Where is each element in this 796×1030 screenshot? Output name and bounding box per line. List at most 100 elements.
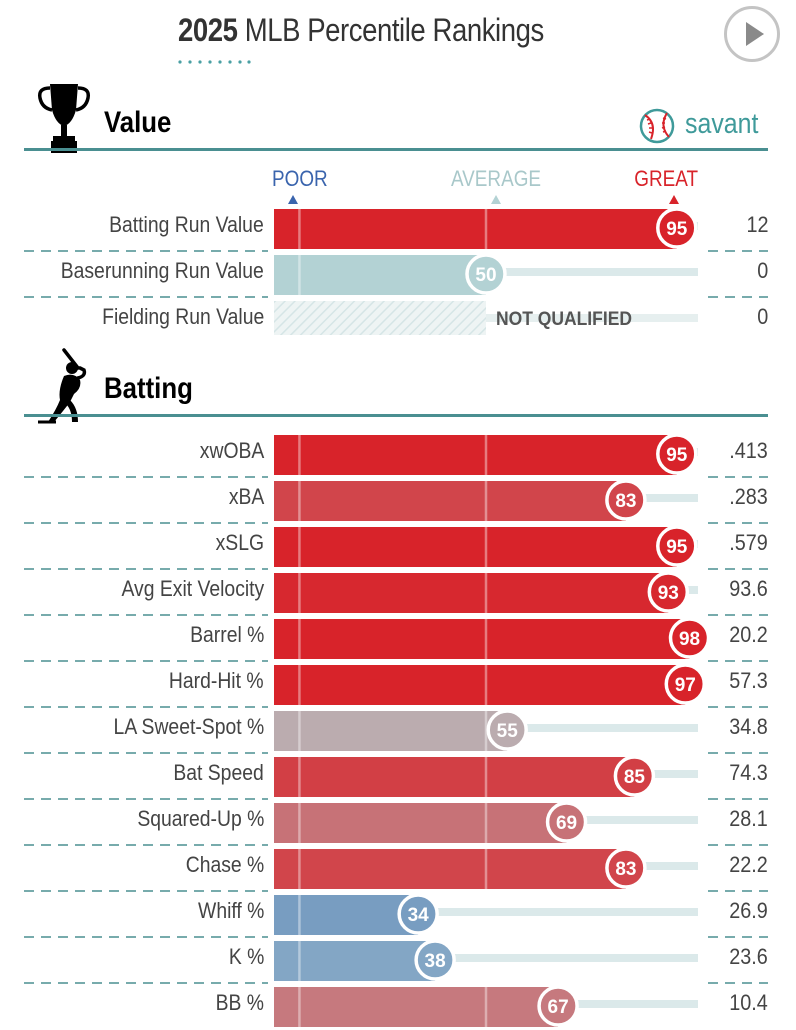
metric-label: K % — [228, 944, 264, 969]
metric-value: 74.3 — [729, 760, 768, 785]
percentile-bubble — [668, 617, 711, 659]
track-bar — [274, 954, 698, 962]
metric-bar-area: 55 — [24, 709, 768, 754]
percentile-bar — [274, 987, 559, 1027]
percentile-label: 95 — [666, 219, 688, 240]
metric-row-squared-up: 69 Squared-Up % 28.1 — [0, 800, 796, 846]
percentile-bar — [274, 803, 567, 843]
percentile-label: 85 — [624, 767, 646, 788]
percentile-bar — [274, 255, 486, 295]
not-qualified-label: NOT QUALIFIED — [496, 309, 632, 330]
scale-marker-great — [669, 195, 679, 204]
metric-label: xBA — [228, 484, 264, 509]
metric-row-batting-run-value: 95 Batting Run Value 12 — [0, 206, 796, 252]
metric-label: Batting Run Value — [109, 212, 264, 237]
title-dots — [178, 60, 251, 64]
metric-bar-area: 93 — [24, 571, 768, 616]
metric-row-la-sweet-spot: 55 LA Sweet-Spot % 34.8 — [0, 708, 796, 754]
metric-value: 0 — [756, 258, 768, 283]
percentile-bubble — [414, 939, 456, 981]
percentile-label: 69 — [556, 813, 577, 834]
metric-row-k: 38 K % 23.6 — [0, 938, 796, 984]
savant-wordmark: savant — [685, 108, 759, 140]
metric-value: 23.6 — [729, 944, 768, 969]
metric-bar-area: 67 — [274, 985, 698, 1027]
percentile-bar — [274, 527, 677, 567]
percentile-bar — [274, 849, 626, 889]
percentile-bubble — [465, 253, 507, 295]
percentile-bubble — [537, 985, 579, 1027]
metric-value: .579 — [729, 530, 768, 555]
metric-bar-area: 34 — [24, 893, 768, 938]
metric-label: Hard-Hit % — [169, 668, 264, 693]
scale-markers — [288, 195, 679, 204]
metric-row-baserunning-run-value: 50 Baserunning Run Value 0 — [0, 252, 796, 298]
metric-bar-area: 98 — [24, 617, 768, 662]
metric-bar-area: 95 — [24, 525, 768, 570]
percentile-bubble — [545, 801, 588, 843]
metric-row-bat-speed: 85 Bat Speed 74.3 — [0, 754, 796, 800]
metric-label: Fielding Run Value — [101, 304, 264, 329]
value-section-rule — [24, 148, 768, 151]
percentile-label: 93 — [658, 583, 679, 604]
metric-value: .283 — [729, 484, 768, 509]
metric-row-whiff: 34 Whiff % 26.9 — [0, 892, 796, 938]
percentile-bar — [274, 209, 677, 249]
title-text: MLB Percentile Rankings — [244, 12, 545, 48]
play-button[interactable] — [724, 6, 780, 62]
metric-value: 12 — [745, 212, 768, 237]
percentile-bubble — [613, 755, 656, 797]
metric-label: xSLG — [215, 530, 264, 555]
metric-label: xwOBA — [199, 438, 264, 463]
percentile-bar — [274, 757, 635, 797]
percentile-label: 95 — [666, 537, 688, 558]
metric-label: LA Sweet-Spot % — [113, 714, 264, 739]
percentile-label: 98 — [679, 629, 700, 650]
percentile-label: 55 — [497, 721, 519, 742]
metric-bar-area: NOT QUALIFIED — [274, 301, 698, 335]
metric-label: BB % — [215, 990, 264, 1015]
batter-icon — [38, 348, 87, 424]
percentile-label: 97 — [675, 675, 696, 696]
percentile-bar — [274, 895, 419, 935]
percentile-bar — [274, 711, 508, 751]
metric-label: Squared-Up % — [137, 806, 264, 831]
metric-bar-area: 83 — [24, 479, 768, 524]
metric-label: Avg Exit Velocity — [121, 576, 264, 601]
percentile-label: 67 — [548, 997, 569, 1018]
page-title: 2025 MLB Percentile Rankings — [178, 12, 544, 49]
metric-row-barrel: 98 Barrel % 20.2 — [0, 616, 796, 662]
metric-bar-area: 69 — [24, 801, 768, 846]
percentile-label: 34 — [408, 905, 430, 926]
scale-marker-poor — [288, 195, 298, 204]
percentile-label: 95 — [666, 445, 688, 466]
metric-bar-area: 83 — [24, 847, 768, 892]
scale-label-poor: POOR — [272, 166, 328, 191]
metric-row-hard-hit: 97 Hard-Hit % 57.3 — [0, 662, 796, 708]
percentile-bubble — [656, 207, 698, 249]
metric-row-avg-exit-velocity: 93 Avg Exit Velocity 93.6 — [0, 570, 796, 616]
metric-label: Whiff % — [197, 898, 264, 923]
metric-value: 26.9 — [729, 898, 768, 923]
percentile-bar — [274, 573, 669, 613]
percentile-bubble — [486, 709, 528, 751]
percentile-bar — [274, 941, 436, 981]
metric-row-bb: 67 BB % 10.4 — [0, 984, 796, 1030]
section-title-value: Value — [104, 106, 172, 139]
percentile-bar — [274, 435, 677, 475]
percentile-bubble — [647, 571, 690, 613]
metric-value: 28.1 — [729, 806, 768, 831]
metric-row-xba: 83 xBA .283 — [0, 478, 796, 524]
metric-value: 10.4 — [729, 990, 768, 1015]
metric-bar-area: 97 — [24, 663, 768, 708]
batting-section-rule — [24, 414, 768, 417]
metric-label: Baserunning Run Value — [60, 258, 264, 283]
percentile-bar — [274, 665, 686, 705]
metric-label: Bat Speed — [173, 760, 264, 785]
metric-bar-area: 38 — [24, 939, 768, 984]
savant-logo[interactable]: savant — [637, 106, 777, 146]
trophy-icon — [37, 84, 91, 153]
percentile-label: 50 — [475, 265, 496, 286]
metric-bar-area: 85 — [24, 755, 768, 800]
metric-row-xwoba: 95 xwOBA .413 — [0, 432, 796, 478]
